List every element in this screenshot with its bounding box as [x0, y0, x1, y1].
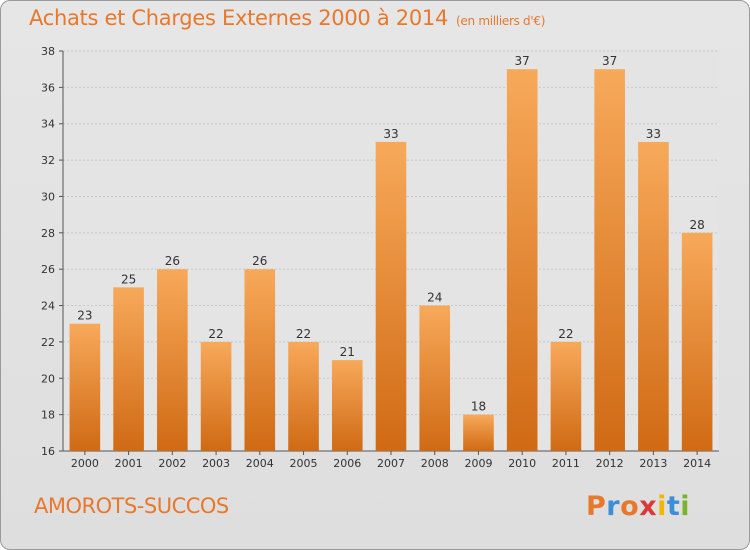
bar-value-label: 22 [558, 327, 573, 341]
x-tick-label: 2007 [377, 457, 405, 470]
bar-value-label: 33 [646, 127, 661, 141]
bar [419, 305, 451, 451]
bar [594, 69, 625, 451]
x-tick-label: 2000 [71, 457, 99, 470]
proxiti-logo: Proxiti [586, 491, 690, 522]
bar-value-label: 22 [296, 327, 311, 341]
x-tick-label: 2003 [202, 457, 230, 470]
x-tick-label: 2013 [639, 457, 667, 470]
chart-title: Achats et Charges Externes 2000 à 2014 (e… [29, 6, 545, 30]
bar-value-label: 33 [383, 127, 398, 141]
bar-value-label: 37 [515, 54, 530, 68]
y-tick-label: 28 [41, 227, 55, 240]
x-tick-label: 2011 [552, 457, 580, 470]
bar [331, 360, 363, 451]
bar-value-label: 21 [340, 345, 355, 359]
bar-value-label: 22 [208, 327, 223, 341]
logo-letter: t [666, 491, 681, 522]
x-tick-label: 2005 [290, 457, 318, 470]
bar [200, 341, 232, 451]
bar-value-label: 28 [689, 218, 704, 232]
logo-letter: r [606, 491, 621, 522]
bar [288, 341, 319, 451]
y-tick-label: 22 [41, 336, 55, 349]
commune-name: AMOROTS-SUCCOS [34, 494, 229, 518]
bar [113, 287, 144, 451]
x-tick-label: 2012 [596, 457, 624, 470]
y-tick-label: 20 [41, 372, 55, 385]
y-tick-label: 32 [41, 154, 55, 167]
y-tick-label: 24 [41, 300, 55, 313]
bar [463, 414, 494, 451]
logo-letter: P [586, 491, 607, 522]
bar [638, 141, 669, 451]
chart-title-text: Achats et Charges Externes 2000 à 2014 [29, 6, 449, 30]
bar [69, 323, 101, 451]
bar-value-label: 24 [427, 291, 442, 305]
bar-value-label: 18 [471, 400, 486, 414]
bar [506, 69, 538, 451]
logo-letter: o [620, 491, 640, 522]
chart-subtitle: (en milliers d'€) [456, 14, 546, 28]
bar [375, 141, 407, 451]
x-tick-label: 2010 [508, 457, 536, 470]
bar-value-label: 26 [252, 254, 267, 268]
logo-letter: i [657, 491, 667, 522]
x-tick-label: 2004 [246, 457, 274, 470]
bar-value-label: 23 [77, 309, 92, 323]
logo-letter: x [639, 491, 658, 522]
x-tick-label: 2014 [683, 457, 711, 470]
logo-letter: i [680, 491, 691, 522]
y-tick-label: 36 [41, 81, 55, 94]
x-tick-label: 2001 [115, 457, 143, 470]
bar-value-label: 25 [121, 272, 136, 286]
bar-value-label: 26 [165, 254, 180, 268]
x-tick-label: 2002 [158, 457, 186, 470]
bar [157, 269, 188, 451]
bar [681, 232, 713, 451]
bar [244, 269, 276, 451]
x-tick-label: 2006 [333, 457, 361, 470]
y-tick-label: 34 [41, 118, 55, 131]
bar-value-label: 37 [602, 54, 617, 68]
y-tick-label: 16 [41, 445, 55, 458]
x-tick-label: 2008 [421, 457, 449, 470]
y-tick-label: 26 [41, 263, 55, 276]
y-tick-label: 18 [41, 409, 55, 422]
y-tick-label: 38 [41, 45, 55, 58]
x-tick-label: 2009 [464, 457, 492, 470]
y-tick-label: 30 [41, 190, 55, 203]
bar [550, 341, 582, 451]
